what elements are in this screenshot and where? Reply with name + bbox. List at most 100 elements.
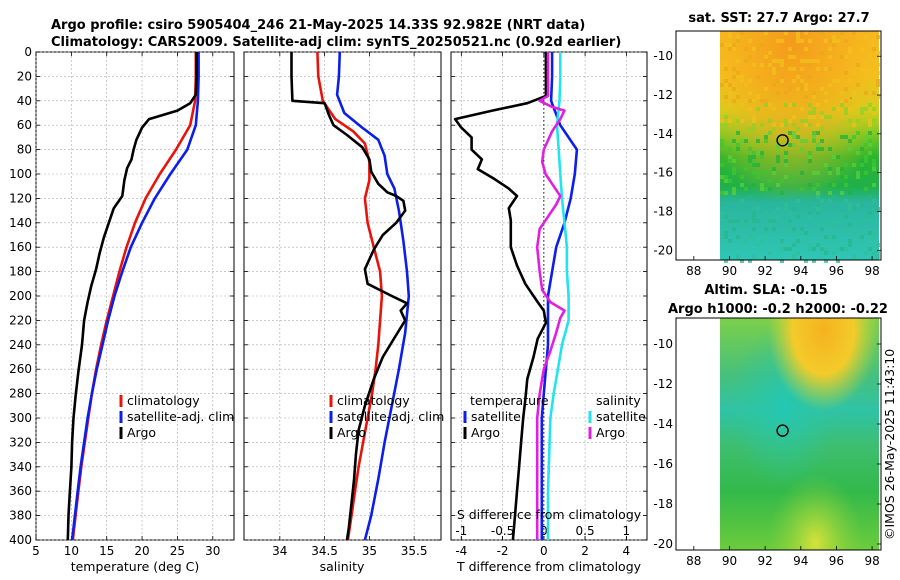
sst-pixel [772, 59, 776, 63]
sst-pixel [720, 119, 724, 123]
sst-pixel [764, 31, 768, 35]
sst-pixel [816, 123, 820, 127]
sst-pixel [772, 83, 776, 87]
sst-pixel [868, 247, 872, 251]
sst-pixel [760, 43, 764, 47]
sst-pixel [788, 211, 792, 215]
sst-pixel [844, 111, 848, 115]
sst-pixel [836, 167, 840, 171]
sst-pixel [840, 191, 844, 195]
sst-pixel [752, 151, 756, 155]
sst-pixel [800, 171, 804, 175]
sst-pixel [720, 203, 724, 207]
sst-pixel [760, 239, 764, 243]
sst-pixel [776, 79, 780, 83]
sst-pixel [776, 207, 780, 211]
sst-pixel [744, 139, 748, 143]
sst-pixel [768, 251, 772, 255]
y-tick-label: 140 [9, 216, 32, 230]
sst-pixel [812, 131, 816, 135]
sst-pixel [872, 119, 876, 123]
sst-pixel [828, 39, 832, 43]
sst-pixel [728, 155, 732, 159]
sst-pixel [748, 99, 752, 103]
sst-pixel [804, 231, 808, 235]
sst-pixel [768, 103, 772, 107]
sst-pixel [784, 151, 788, 155]
sst-pixel [776, 143, 780, 147]
sst-pixel [772, 107, 776, 111]
sst-pixel [852, 135, 856, 139]
sst-pixel [876, 83, 880, 87]
sst-pixel [752, 171, 756, 175]
sst-pixel [760, 187, 764, 191]
sst-pixel [860, 107, 864, 111]
sst-pixel [752, 235, 756, 239]
sst-pixel [740, 31, 744, 35]
y-tick-label: 180 [9, 265, 32, 279]
sst-pixel [772, 227, 776, 231]
sst-pixel [728, 147, 732, 151]
sst-pixel [756, 207, 760, 211]
map-y-tick-label: -12 [653, 88, 673, 102]
sst-pixel [788, 227, 792, 231]
sst-pixel [724, 231, 728, 235]
sst-pixel [860, 167, 864, 171]
sst-pixel [852, 91, 856, 95]
sst-pixel [732, 99, 736, 103]
sst-pixel [864, 187, 868, 191]
legend-label-t-argo: Argo [471, 425, 500, 440]
sst-pixel [792, 63, 796, 67]
sst-pixel [728, 35, 732, 39]
sst-pixel [756, 151, 760, 155]
sst-pixel [836, 79, 840, 83]
sst-pixel [816, 195, 820, 199]
sst-pixel [816, 67, 820, 71]
sst-pixel [864, 107, 868, 111]
sst-pixel [808, 151, 812, 155]
sst-pixel [780, 123, 784, 127]
sst-pixel [864, 71, 868, 75]
sst-pixel [864, 91, 868, 95]
sst-pixel [772, 171, 776, 175]
sst-pixel [728, 83, 732, 87]
sst-pixel [736, 223, 740, 227]
sst-pixel [728, 239, 732, 243]
s-difference-xlabel: S difference from climatology [457, 507, 642, 522]
sst-pixel [720, 191, 724, 195]
sst-pixel [736, 219, 740, 223]
sst-pixel [832, 155, 836, 159]
sst-pixel [872, 43, 876, 47]
sst-pixel [820, 147, 824, 151]
sst-pixel [816, 171, 820, 175]
y-tick-label: 340 [9, 460, 32, 474]
map-x-tick-label: 92 [757, 264, 772, 278]
sst-pixel [732, 219, 736, 223]
sst-pixel [728, 159, 732, 163]
sst-pixel [780, 75, 784, 79]
sst-pixel [752, 227, 756, 231]
sst-pixel [844, 99, 848, 103]
sst-pixel-texture [720, 31, 880, 263]
sst-pixel [752, 183, 756, 187]
sst-pixel [724, 63, 728, 67]
sst-pixel [768, 179, 772, 183]
sst-pixel [808, 211, 812, 215]
sst-pixel [732, 87, 736, 91]
legend-label-argo: Argo [127, 425, 156, 440]
sst-pixel [732, 67, 736, 71]
sst-pixel [816, 103, 820, 107]
x-tick-label: 0 [540, 544, 548, 558]
sst-pixel [876, 243, 880, 247]
sst-pixel [856, 151, 860, 155]
sst-pixel [732, 191, 736, 195]
sst-pixel [840, 99, 844, 103]
sst-pixel [724, 235, 728, 239]
imos-credit: ©IMOS 26-May-2025 11:43:10 [882, 349, 897, 540]
sst-pixel [740, 175, 744, 179]
legend-label-satellite: satellite-adj. clim [127, 409, 234, 424]
sst-pixel [848, 139, 852, 143]
x-tick-label: 34 [272, 544, 287, 558]
y-tick-label: 200 [9, 289, 32, 303]
title-line-1: Argo profile: csiro 5905404_246 21-May-2… [51, 18, 585, 33]
